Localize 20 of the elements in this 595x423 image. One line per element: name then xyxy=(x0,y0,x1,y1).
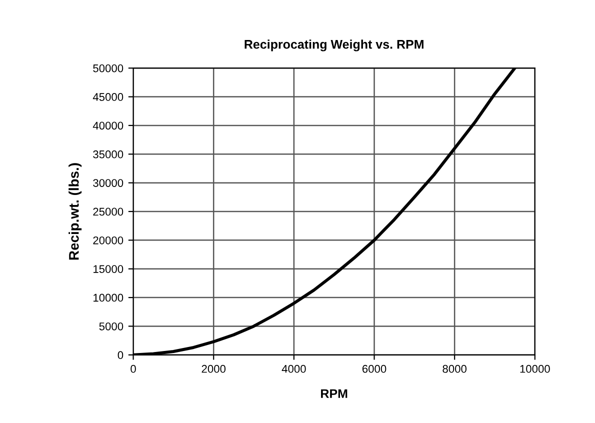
y-tick-label: 20000 xyxy=(93,236,124,244)
x-axis-title: RPM xyxy=(321,389,348,398)
y-tick-label: 45000 xyxy=(92,93,124,101)
chart-title: Reciprocating Weight vs. RPM xyxy=(244,40,424,52)
y-axis-title: Recip.wt. (lbs.) xyxy=(68,163,82,260)
y-tick-label: 15000 xyxy=(94,265,124,273)
x-tick-label: 10000 xyxy=(520,364,550,373)
y-tick-label: 10000 xyxy=(94,294,124,302)
x-tick-label: 2000 xyxy=(202,364,226,373)
y-tick-label: 35000 xyxy=(93,150,124,158)
y-tick-label: 25000 xyxy=(93,208,124,216)
x-tick-label: 6000 xyxy=(362,364,386,373)
x-tick-label: 4000 xyxy=(282,364,306,373)
y-tick-label: 5000 xyxy=(99,322,124,330)
y-tick-label: 0 xyxy=(118,351,124,360)
y-tick-label: 30000 xyxy=(93,179,124,187)
y-tick-label: 50000 xyxy=(93,64,124,72)
x-tick-label: 0 xyxy=(130,364,136,373)
y-tick-label: 40000 xyxy=(92,122,124,130)
x-tick-label: 8000 xyxy=(442,364,467,373)
